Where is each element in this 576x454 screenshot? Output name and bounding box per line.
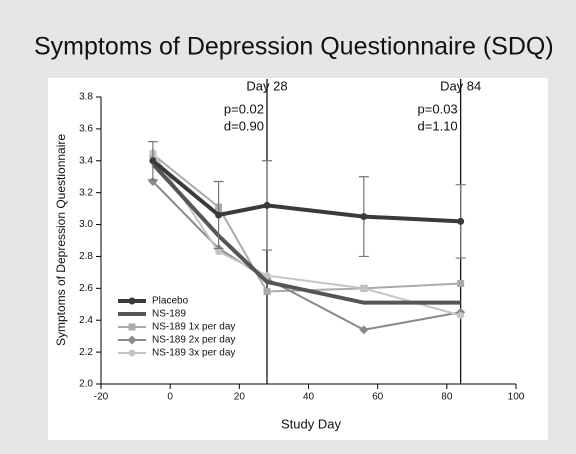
annotation: d=1.10 [418, 118, 458, 133]
y-tick-label: 2.2 [79, 347, 93, 358]
annotation: p=0.03 [418, 101, 458, 116]
legend-label: NS-189 2x per day [152, 335, 235, 346]
x-tick-label: 0 [167, 392, 173, 403]
data-point [359, 325, 369, 335]
data-point [457, 311, 465, 319]
y-tick-label: 3.0 [79, 219, 93, 230]
y-tick-label: 3.8 [79, 92, 93, 103]
x-tick-label: 80 [441, 392, 453, 403]
y-tick-label: 3.2 [79, 187, 93, 198]
x-axis-label: Study Day [281, 416, 341, 431]
data-point [263, 288, 271, 296]
y-tick-label: 2.0 [79, 379, 93, 390]
data-point [263, 201, 271, 209]
legend-label: Placebo [152, 296, 189, 307]
legend-label: NS-189 1x per day [152, 322, 235, 333]
data-point [215, 248, 223, 256]
y-tick-label: 3.4 [79, 155, 93, 166]
reference-label: Day 84 [440, 78, 481, 93]
x-tick-label: -20 [94, 392, 109, 403]
y-tick-label: 2.8 [79, 251, 93, 262]
x-tick-label: 20 [234, 392, 246, 403]
y-tick-label: 2.4 [79, 315, 93, 326]
data-point [215, 211, 223, 219]
series-line [151, 162, 461, 305]
legend-marker [128, 349, 136, 357]
x-tick-label: 40 [303, 392, 315, 403]
legend-marker [128, 297, 136, 305]
legend-label: NS-189 [152, 309, 186, 320]
annotation: d=0.90 [224, 118, 264, 133]
annotation: p=0.02 [224, 101, 264, 116]
chart-panel [48, 78, 548, 440]
data-point [457, 217, 465, 225]
legend-marker [128, 323, 136, 331]
data-point [360, 213, 368, 221]
x-tick-label: 60 [372, 392, 384, 403]
data-point [360, 284, 368, 292]
data-point [457, 280, 465, 288]
y-axis-label: Symptoms of Depression Questionnaire [54, 134, 68, 346]
reference-label: Day 28 [246, 78, 287, 93]
legend-label: NS-189 3x per day [152, 348, 235, 359]
data-point [149, 157, 157, 165]
chart-title: Symptoms of Depression Questionnaire (SD… [34, 33, 554, 61]
y-tick-label: 2.6 [79, 283, 93, 294]
y-tick-label: 3.6 [79, 124, 93, 135]
legend-marker [127, 335, 137, 345]
data-point [263, 272, 271, 280]
data-point [148, 177, 158, 187]
x-tick-label: 100 [508, 392, 525, 403]
